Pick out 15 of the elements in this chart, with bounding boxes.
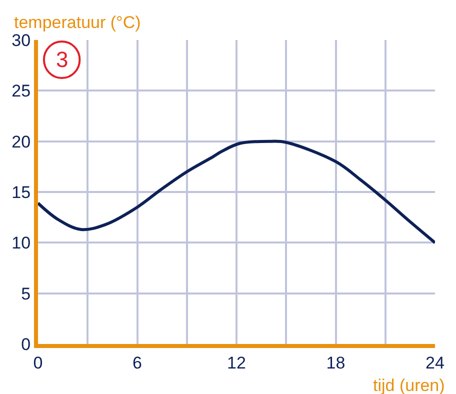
y-tick-label: 10: [12, 234, 31, 253]
y-tick-label: 20: [12, 132, 31, 152]
y-tick-label: 0: [21, 334, 31, 354]
line-series: [38, 140, 435, 244]
y-tick-label: 30: [12, 30, 31, 50]
y-tick-label: 25: [12, 82, 31, 101]
y-tick-label: 15: [12, 182, 31, 202]
x-tick-label: 24: [426, 353, 444, 372]
y-axis-title: temperatuur (°C): [14, 13, 141, 32]
y-tick-label: 5: [21, 284, 31, 304]
x-tick-label: 18: [326, 353, 346, 372]
x-tick-label: 0: [33, 353, 43, 372]
x-tick-label: 12: [227, 353, 246, 372]
x-tick-label: 6: [132, 353, 142, 372]
annotation: 3: [56, 47, 68, 72]
